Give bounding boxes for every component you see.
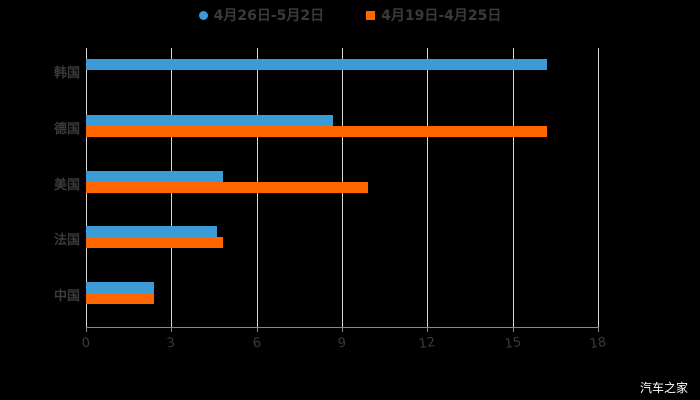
legend-label-series1: 4月19日-4月25日 — [381, 8, 502, 24]
x-tick — [86, 327, 87, 332]
x-tick-label: 0 — [80, 335, 92, 352]
bar-德国-series0[interactable] — [86, 114, 334, 126]
x-tick — [342, 327, 343, 332]
x-tick-label: 18 — [588, 334, 608, 353]
bar-美国-series0[interactable] — [86, 170, 223, 182]
legend-item-series1[interactable]: 4月19日-4月25日 — [366, 5, 501, 25]
x-tick — [512, 327, 514, 332]
category-label: 德国 — [53, 121, 80, 137]
x-tick-label: 15 — [503, 334, 522, 353]
bar-美国-series1[interactable] — [86, 181, 368, 193]
legend-label-series0: 4月26日-5月2日 — [213, 8, 325, 24]
gridline — [512, 48, 514, 327]
series0-marker-icon — [198, 10, 208, 20]
x-tick-label: 12 — [418, 334, 437, 353]
x-tick — [598, 327, 599, 332]
x-tick — [171, 327, 173, 332]
x-tick-label: 9 — [336, 335, 348, 352]
x-tick — [256, 327, 258, 332]
series1-marker-icon — [366, 10, 376, 20]
gridline — [427, 48, 429, 327]
watermark: 汽车之家 — [639, 381, 688, 395]
chart-legend: 4月26日-5月2日 4月19日-4月25日 — [0, 5, 700, 25]
bar-中国-series1[interactable] — [86, 293, 155, 305]
category-label: 法国 — [53, 233, 80, 249]
x-tick-label: 3 — [166, 335, 177, 352]
legend-item-series0[interactable]: 4月26日-5月2日 — [198, 5, 325, 25]
category-label: 中国 — [53, 289, 80, 305]
gridline — [598, 48, 599, 327]
x-tick — [427, 327, 429, 332]
bar-韩国-series0[interactable] — [86, 58, 547, 70]
bar-德国-series1[interactable] — [86, 125, 547, 137]
category-label: 美国 — [53, 177, 80, 193]
category-label: 韩国 — [53, 65, 80, 81]
bar-法国-series1[interactable] — [86, 237, 223, 249]
x-tick-label: 6 — [251, 335, 262, 352]
bar-中国-series0[interactable] — [86, 282, 155, 294]
bar-法国-series0[interactable] — [86, 226, 217, 238]
